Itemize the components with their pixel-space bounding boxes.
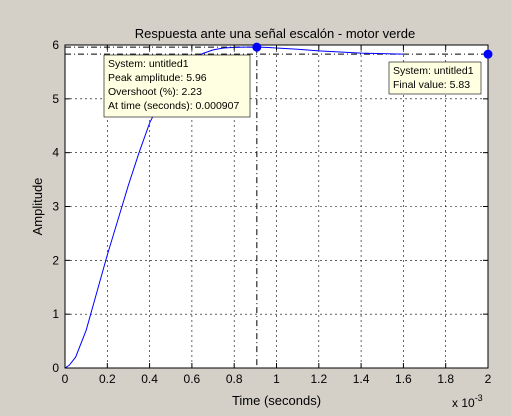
x-axis-label: Time (seconds) bbox=[232, 393, 321, 408]
datatip-marker[interactable] bbox=[483, 49, 493, 59]
reference-lines bbox=[65, 46, 488, 368]
datatips: System: untitled1 Peak amplitude: 5.96 Ove… bbox=[103, 42, 493, 118]
y-tick-label: 6 bbox=[52, 38, 59, 52]
datatip-box bbox=[388, 61, 482, 95]
x-tick-label: 1 bbox=[273, 372, 280, 386]
x-tick-label: 1.8 bbox=[437, 372, 454, 386]
y-tick-label: 4 bbox=[52, 146, 59, 160]
x-tick-label: 1.6 bbox=[395, 372, 412, 386]
x-axis-exponent-power: -3 bbox=[475, 393, 483, 403]
y-tick-label: 5 bbox=[52, 92, 59, 106]
y-tick-label: 0 bbox=[52, 361, 59, 375]
datatip-marker[interactable] bbox=[252, 42, 262, 52]
datatip-line: At time (seconds): 0.000907 bbox=[108, 100, 239, 112]
datatip-line: Final value: 5.83 bbox=[393, 79, 470, 91]
x-axis-exponent-base: x 10 bbox=[452, 396, 475, 410]
y-tick-label: 2 bbox=[52, 253, 59, 267]
datatip-box bbox=[103, 54, 251, 118]
x-tick-label: 1.4 bbox=[353, 372, 370, 386]
x-tick-label: 0.6 bbox=[184, 372, 201, 386]
axis-ticks: 0 0.2 0.4 0.6 0.8 1 1.2 1.4 1.6 1.8 2 0 1 2 3 4 5 6 bbox=[52, 38, 491, 386]
datatip-line: System: untitled1 bbox=[393, 65, 474, 77]
datatip-final[interactable]: System: untitled1 Final value: 5.83 bbox=[388, 49, 493, 95]
x-tick-label: 0.2 bbox=[99, 372, 116, 386]
datatip-peak[interactable]: System: untitled1 Peak amplitude: 5.96 Ove… bbox=[103, 42, 262, 118]
y-tick-label: 1 bbox=[52, 307, 59, 321]
y-tick-label: 3 bbox=[52, 200, 59, 214]
x-tick-label: 0.8 bbox=[226, 372, 243, 386]
datatip-line: Overshoot (%): 2.23 bbox=[108, 86, 202, 98]
datatip-line: System: untitled1 bbox=[108, 58, 189, 70]
datatip-line: Peak amplitude: 5.96 bbox=[108, 72, 207, 84]
x-axis-exponent: x 10-3 bbox=[452, 393, 483, 410]
y-axis-label: Amplitude bbox=[30, 178, 45, 236]
x-tick-label: 1.2 bbox=[310, 372, 327, 386]
x-tick-label: 0 bbox=[62, 372, 69, 386]
x-tick-label: 0.4 bbox=[141, 372, 158, 386]
chart-title: Respuesta ante una señal escalón - motor… bbox=[135, 26, 415, 41]
x-tick-label: 2 bbox=[485, 372, 492, 386]
